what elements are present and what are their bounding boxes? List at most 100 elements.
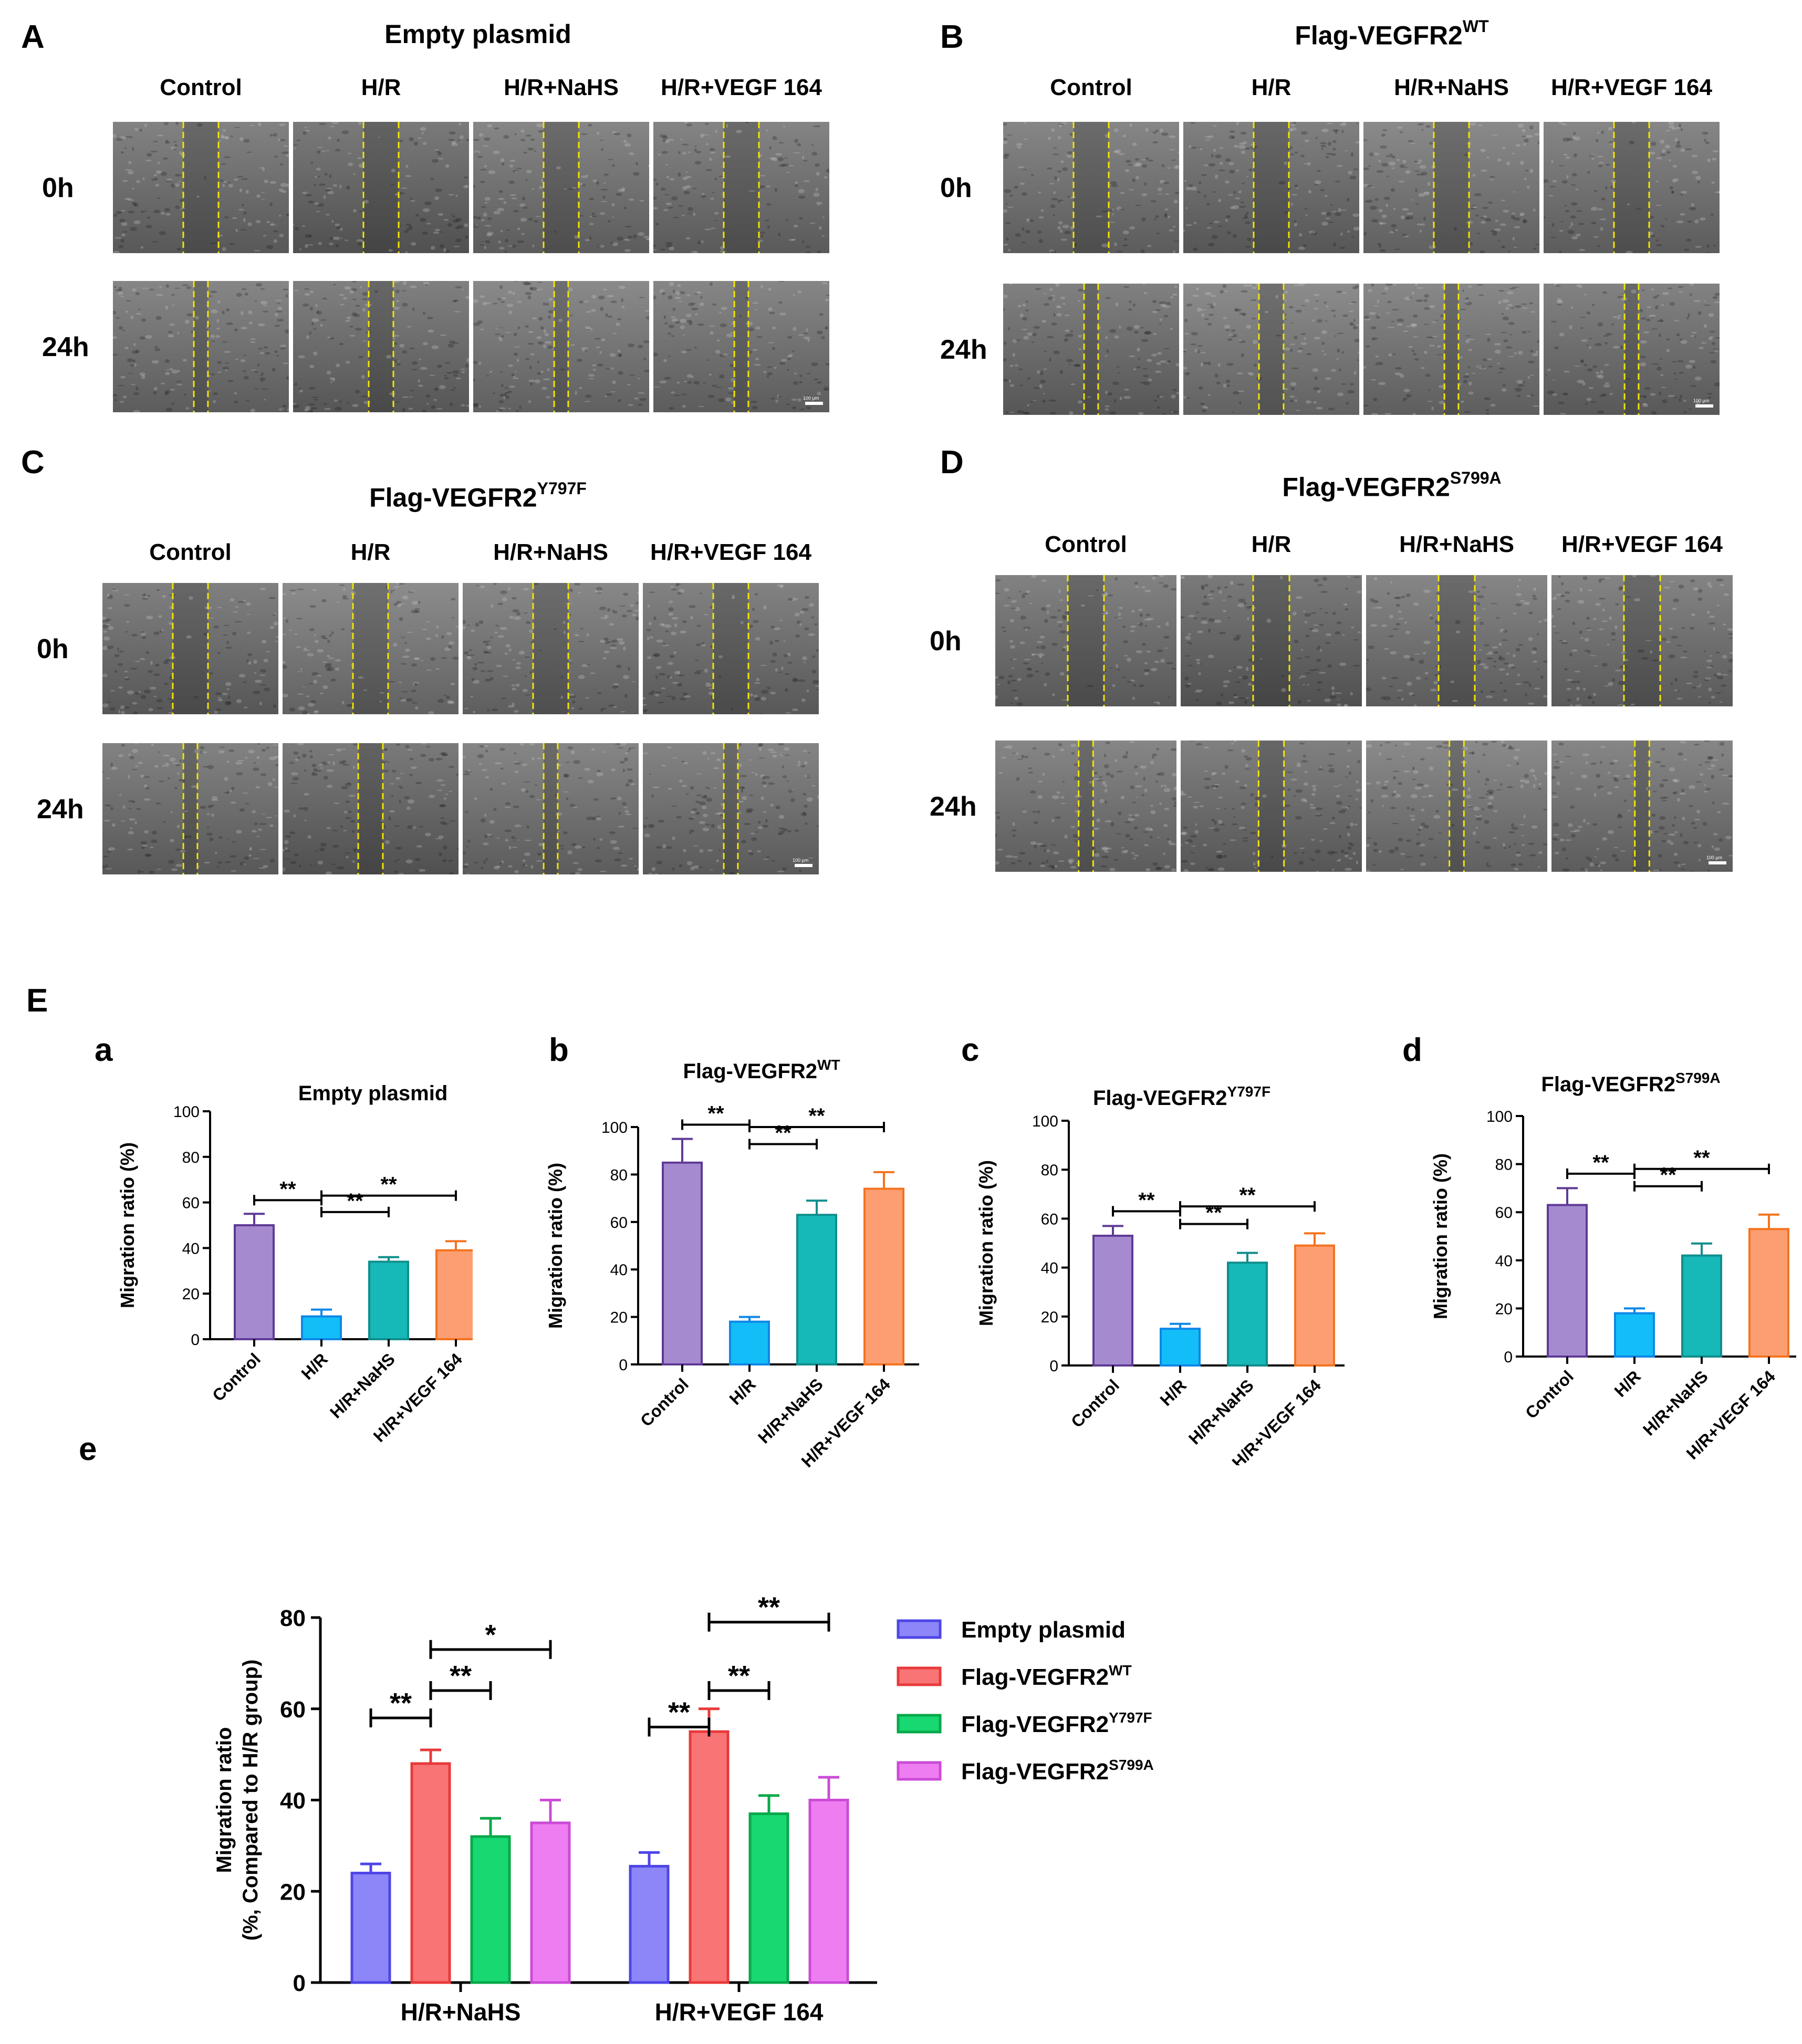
cell-texture [473,361,477,364]
cell-texture [120,296,124,298]
cell-texture [803,180,810,182]
cell-texture [1225,158,1231,162]
cell-texture [304,293,310,296]
cell-texture [727,387,734,390]
cell-texture [256,836,260,837]
cell-texture [547,346,553,349]
cell-texture [1051,197,1058,201]
cell-texture [1061,303,1066,305]
cell-texture [1064,315,1070,316]
cell-texture [1207,593,1213,596]
cell-texture [1675,379,1678,380]
cell-texture [1228,135,1235,139]
cell-texture [817,204,820,206]
cell-texture [685,171,689,173]
cell-texture [1236,372,1244,375]
cell-texture [279,348,286,350]
cell-texture [1414,284,1418,287]
cell-texture [1728,659,1733,663]
cell-texture [1231,583,1233,585]
cell-texture [1059,748,1065,752]
cell-texture [1463,380,1468,383]
cell-texture [751,771,754,774]
cell-texture [680,630,687,634]
cell-texture [624,143,631,147]
cell-texture [1584,294,1587,296]
cell-texture [684,695,691,698]
cell-texture [273,230,278,233]
cell-texture [679,589,685,593]
cell-texture [336,601,340,603]
cell-texture [1235,308,1242,311]
cell-texture [1565,157,1570,159]
cell-texture [314,674,322,677]
cell-texture [339,304,345,306]
cell-texture [1482,207,1489,209]
cell-texture [664,624,672,628]
cell-texture [518,650,525,655]
cell-texture [144,830,149,834]
cell-texture [1588,697,1594,698]
cell-texture [1118,612,1121,616]
cell-texture [514,133,517,135]
cell-texture [1102,781,1106,785]
micrograph-tile [1366,575,1547,706]
cell-texture [513,346,520,348]
cell-texture [103,636,110,641]
cell-texture [1326,212,1331,216]
cell-texture [1197,345,1203,347]
cell-texture [1304,683,1308,686]
cell-texture [106,777,111,779]
cell-texture [303,792,309,796]
cell-texture [1591,158,1595,160]
cell-texture [162,821,166,823]
cell-texture [113,134,117,138]
cell-texture [107,645,114,649]
cell-texture [671,335,675,337]
cell-texture [516,612,521,616]
panel-title-superscript: S799A [1450,468,1502,487]
cell-texture [1333,315,1336,317]
cell-texture [341,598,349,600]
cell-texture [472,666,478,671]
cell-texture [1503,698,1508,702]
cell-texture [320,319,326,321]
cell-texture [259,674,266,676]
cell-texture [507,705,515,708]
cell-texture [118,710,121,714]
cell-texture [404,648,410,652]
cell-texture [1169,842,1176,846]
cell-texture [239,188,243,193]
cell-texture [276,354,279,357]
cell-texture [693,381,700,385]
cell-texture [1232,205,1239,210]
cell-texture [1057,123,1065,125]
cell-texture [335,149,341,152]
cell-texture [778,815,785,819]
cell-texture [1501,639,1508,641]
cell-texture [248,749,255,754]
cell-texture [1001,626,1005,629]
cell-texture [502,162,505,166]
cell-texture [1423,191,1430,196]
cell-texture [314,634,317,637]
cell-texture [654,694,660,697]
cell-texture [1618,681,1624,685]
cell-texture [754,593,758,596]
cell-texture [778,164,786,167]
cell-texture [1399,164,1405,168]
cell-texture [1631,289,1637,294]
cell-texture [411,361,418,365]
cell-texture [609,831,616,835]
cell-texture [1356,123,1358,124]
cell-texture [1470,208,1477,210]
cell-texture [1120,796,1125,799]
cell-texture [155,294,163,297]
cell-texture [1527,702,1535,705]
cell-texture [1532,647,1537,652]
cell-texture [1219,147,1224,149]
cell-texture [357,157,362,159]
cell-texture [1330,204,1332,206]
cell-texture [1588,589,1593,591]
cell-texture [597,131,600,135]
